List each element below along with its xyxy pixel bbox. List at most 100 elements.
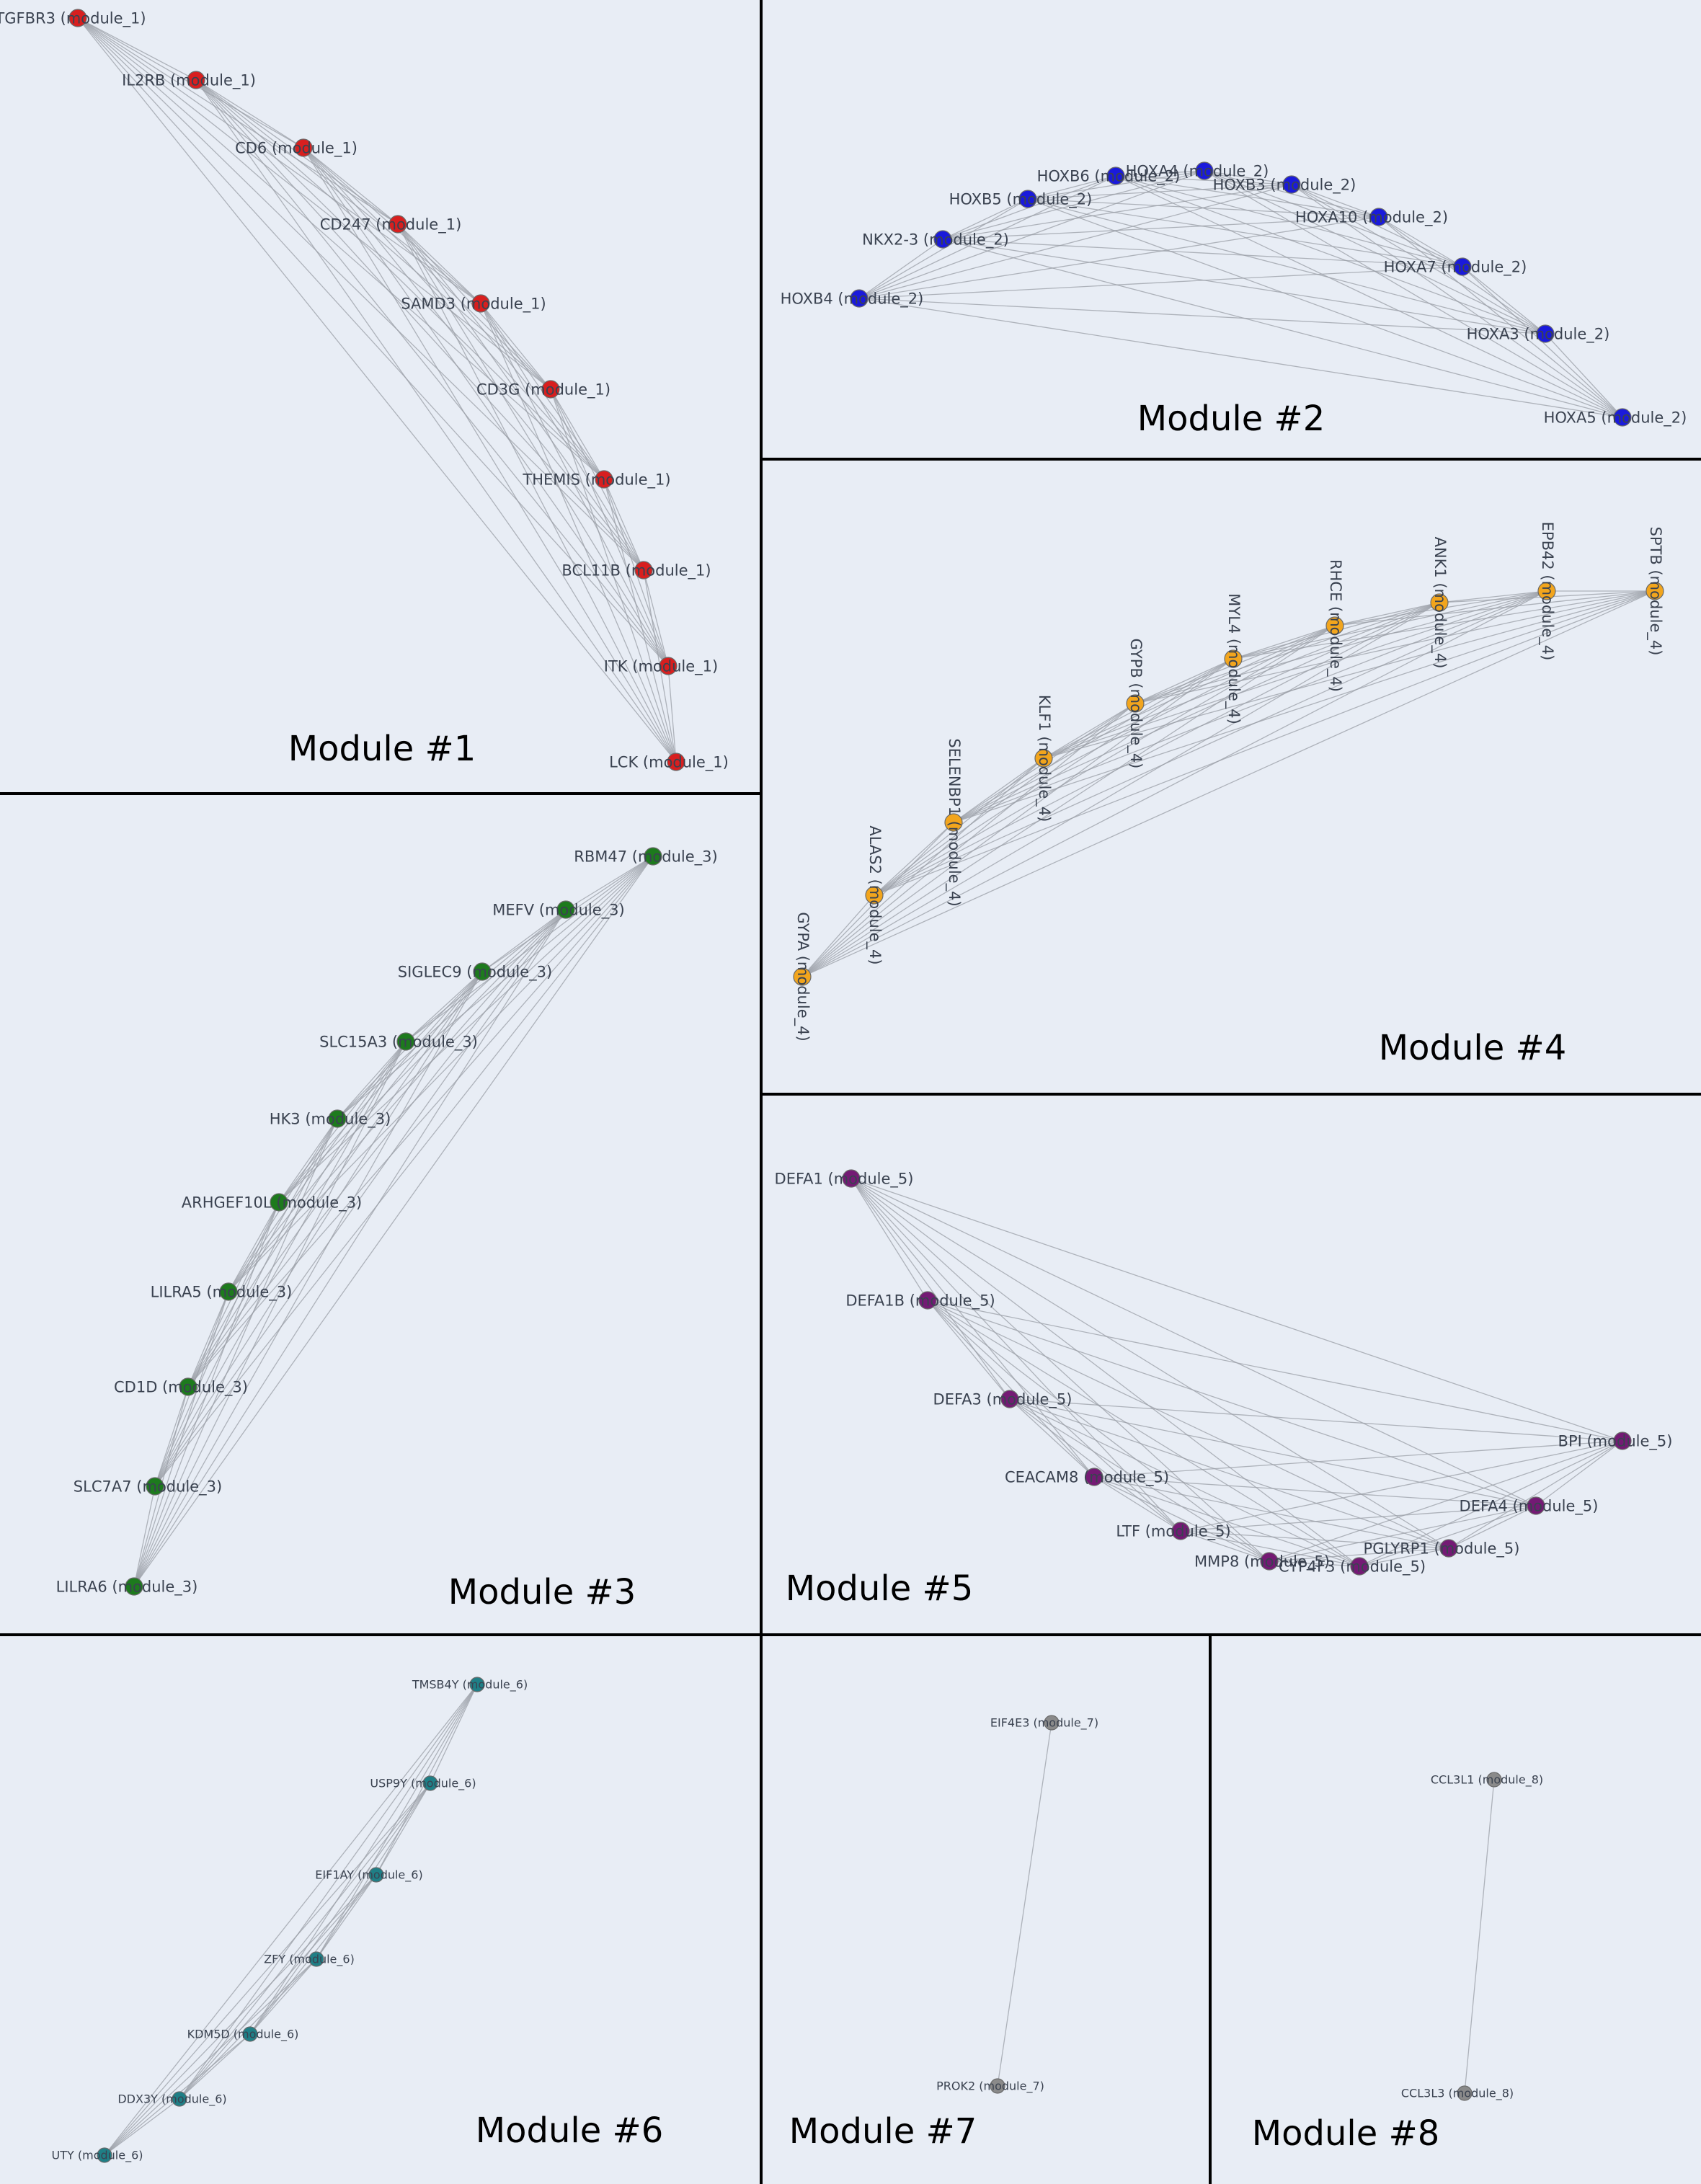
network-node[interactable] [1085,1468,1103,1486]
network-node[interactable] [1369,208,1388,226]
network-node[interactable] [1537,582,1556,600]
network-node[interactable] [918,1291,937,1310]
network-edge [1378,216,1463,267]
network-edge [179,1874,377,2100]
network-edge [104,1874,377,2156]
network-edge [643,569,669,667]
network-node[interactable] [1453,257,1472,276]
network-node[interactable] [850,289,869,308]
network-edge [927,1300,1537,1506]
network-node[interactable] [1527,1496,1545,1515]
network-edge [249,1783,431,2035]
network-edge [1233,590,1547,660]
network-edge [801,590,1656,977]
node-label: LILRA6 (module_3) [56,1578,198,1596]
network-node[interactable] [308,1951,324,1967]
network-edge [603,479,644,571]
network-node[interactable] [388,215,407,234]
network-edge [1334,590,1656,626]
network-node[interactable] [842,1169,861,1188]
node-label: MEFV (module_3) [492,901,624,919]
network-edge [1204,170,1292,185]
network-node[interactable] [793,967,812,986]
network-node[interactable] [471,294,490,313]
network-node[interactable] [644,847,662,866]
network-node[interactable] [1195,161,1214,180]
network-node[interactable] [242,2026,258,2042]
network-node[interactable] [1018,190,1037,208]
network-node[interactable] [1106,167,1125,185]
network-edge [405,971,483,1042]
network-node[interactable] [368,1867,384,1883]
module-3-panel: RBM47 (module_3) MEFV (module_3) SIGLEC9 (… [56,847,718,1612]
network-node[interactable] [422,1775,438,1791]
network-node[interactable] [1260,1552,1279,1571]
network-node[interactable] [68,9,87,27]
network-edge [77,17,605,480]
network-edge [1545,333,1623,418]
network-edge [1291,184,1380,218]
network-node[interactable] [1044,1715,1060,1731]
network-node[interactable] [125,1577,143,1596]
network-node[interactable] [1282,175,1301,194]
network-node[interactable] [1457,2085,1473,2101]
network-node[interactable] [667,753,685,771]
network-node[interactable] [541,380,560,399]
node-label: EPB42 (module_4) [1538,522,1556,661]
network-node[interactable] [469,1677,485,1692]
network-node[interactable] [1224,649,1243,668]
network-node[interactable] [1613,408,1632,427]
network-edge [228,909,567,1292]
module-4-edges [801,590,1656,977]
node-label: HOXA10 (module_2) [1295,208,1448,226]
network-node[interactable] [172,2091,187,2107]
network-node[interactable] [865,886,884,905]
node-label: GYPA (module_4) [794,912,812,1041]
network-node[interactable] [556,900,575,919]
network-edge [927,1300,1011,1400]
network-edge [858,239,943,299]
network-edge [1009,1398,1095,1478]
network-node[interactable] [1486,1772,1502,1788]
network-node[interactable] [473,962,492,981]
network-edge [303,147,551,390]
network-node[interactable] [179,1377,197,1396]
network-node[interactable] [1430,593,1449,612]
network-node[interactable] [1000,1390,1019,1408]
network-node[interactable] [659,657,678,675]
network-edge [858,216,1380,299]
network-node[interactable] [1126,694,1145,713]
network-node[interactable] [328,1109,347,1128]
network-node[interactable] [294,138,313,157]
node-label: HOXB4 (module_2) [781,290,924,308]
network-edge [801,758,1044,977]
network-node[interactable] [146,1477,164,1496]
network-edge [858,266,1463,299]
network-node[interactable] [270,1193,288,1212]
network-edge [1269,1561,1360,1567]
network-node[interactable] [97,2147,112,2163]
network-node[interactable] [990,2078,1005,2094]
network-node[interactable] [219,1282,238,1301]
network-node[interactable] [933,230,952,249]
network-node[interactable] [187,71,205,89]
network-node[interactable] [1646,582,1664,600]
network-node[interactable] [1536,324,1555,343]
network-node[interactable] [1350,1557,1369,1576]
network-node[interactable] [396,1032,415,1051]
network-edge [1448,1505,1537,1549]
network-node[interactable] [634,561,653,580]
network-edge [997,1722,1052,2087]
network-node[interactable] [595,470,613,489]
network-node[interactable] [1439,1539,1458,1558]
network-node[interactable] [1325,616,1344,635]
network-edge [550,389,677,763]
network-node[interactable] [1613,1431,1632,1450]
network-edge [1009,1398,1449,1549]
network-node[interactable] [1171,1522,1190,1540]
network-node[interactable] [1034,749,1053,768]
module-5-panel: DEFA1 (module_5) DEFA1B (module_5) DEFA3 (… [775,1169,1672,1609]
network-node[interactable] [944,813,963,832]
